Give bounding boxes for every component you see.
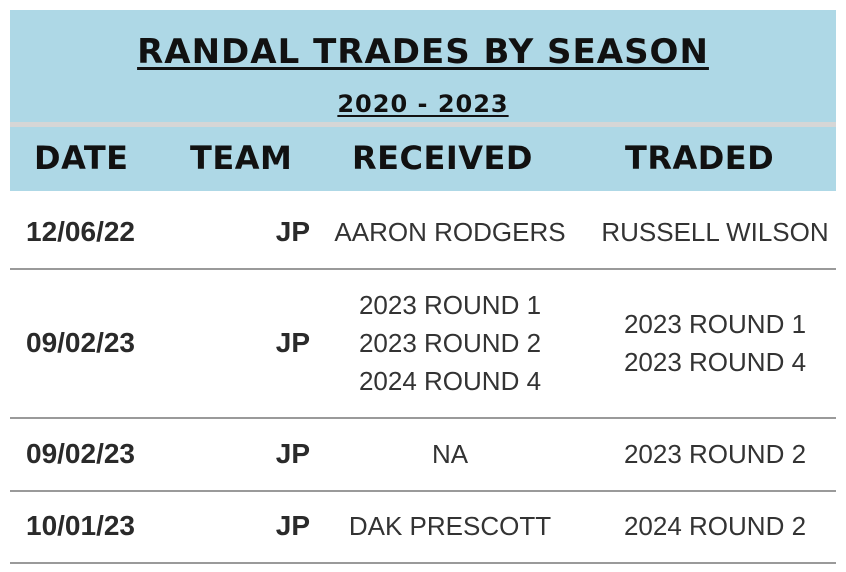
received-cell: AARON RODGERS (330, 196, 570, 268)
date-cell-line: 09/02/23 (26, 326, 135, 358)
team-cell-line: JP (275, 510, 310, 541)
date-cell: 12/06/22 (26, 196, 135, 268)
column-header-date: DATE (34, 139, 129, 177)
row-divider (10, 268, 836, 270)
header-divider (10, 122, 836, 127)
date-cell: 09/02/23 (26, 417, 135, 490)
received-cell-line: 2024 ROUND 4 (358, 365, 542, 396)
date-cell-line: 09/02/23 (26, 437, 135, 469)
column-header-received: RECEIVED (352, 139, 533, 177)
traded-cell-line: 2023 ROUND 1 (623, 308, 807, 339)
row-divider (10, 562, 836, 564)
received-cell: NA (330, 417, 570, 490)
page-subtitle: 2020 - 2023 (337, 90, 509, 118)
received-cell-line: DAK PRESCOTT (348, 511, 552, 541)
row-divider (10, 417, 836, 419)
received-cell-line: AARON RODGERS (334, 217, 566, 247)
received-cell: DAK PRESCOTT (330, 490, 570, 562)
team-cell: JP (240, 196, 310, 268)
received-cell-line: NA (431, 438, 469, 469)
team-cell-line: JP (275, 326, 310, 358)
column-header-traded: TRADED (625, 139, 775, 177)
traded-cell: RUSSELL WILSON (590, 196, 840, 268)
team-cell: JP (240, 490, 310, 562)
traded-cell-line: 2023 ROUND 4 (623, 346, 807, 377)
title-banner: RANDAL TRADES BY SEASON 2020 - 2023 (10, 10, 836, 122)
traded-cell: 2023 ROUND 2 (590, 417, 840, 490)
date-cell: 09/02/23 (26, 268, 135, 417)
received-cell-line: 2023 ROUND 2 (358, 327, 542, 358)
date-cell-line: 10/01/23 (26, 510, 135, 541)
date-cell-line: 12/06/22 (26, 216, 135, 247)
traded-cell-line: 2024 ROUND 2 (623, 511, 807, 541)
traded-cell: 2024 ROUND 2 (590, 490, 840, 562)
team-cell-line: JP (275, 437, 310, 469)
page-title: RANDAL TRADES BY SEASON (137, 32, 709, 72)
traded-cell: 2023 ROUND 1 2023 ROUND 4 (590, 268, 840, 417)
received-cell: 2023 ROUND 1 2023 ROUND 2 2024 ROUND 4 (330, 268, 570, 417)
column-header-bar (10, 127, 836, 191)
row-divider (10, 490, 836, 492)
column-header-team: TEAM (190, 139, 293, 177)
received-cell-line: 2023 ROUND 1 (358, 289, 542, 320)
traded-cell-line: 2023 ROUND 2 (623, 438, 807, 469)
date-cell: 10/01/23 (26, 490, 135, 562)
team-cell-line: JP (275, 216, 310, 247)
team-cell: JP (240, 417, 310, 490)
traded-cell-line: RUSSELL WILSON (601, 217, 829, 247)
team-cell: JP (240, 268, 310, 417)
